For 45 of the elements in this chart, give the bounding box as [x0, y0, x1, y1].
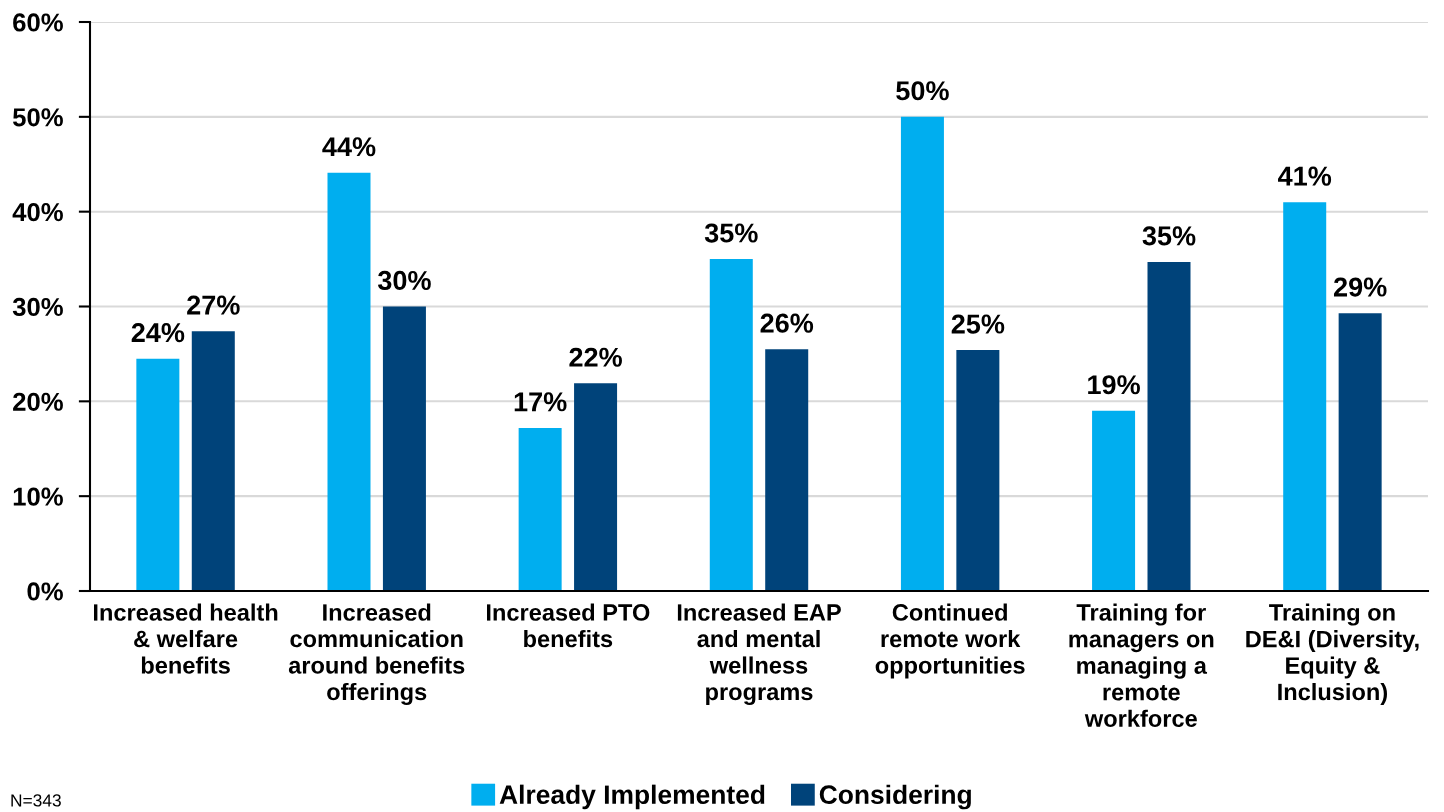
bar: [956, 350, 1000, 591]
x-tick-label: Increased PTO benefits: [486, 603, 650, 648]
legend-label: Already Implemented: [499, 784, 765, 810]
text: N=343: [11, 794, 61, 807]
data-label: 29%: [1333, 277, 1387, 297]
bar: [709, 259, 753, 591]
y-tick-label: 0%: [27, 582, 63, 601]
y-tick-label: 50%: [12, 108, 63, 127]
bar: [900, 116, 944, 591]
data-label: 50%: [896, 81, 949, 101]
bar: [765, 349, 809, 591]
y-tick-label: 30%: [12, 297, 63, 317]
x-tick-label: Increased communication around benefits offerings: [288, 603, 465, 705]
data-label: 26%: [760, 313, 814, 333]
x-tick-label: Increased health & welfare benefits: [93, 603, 278, 674]
x-tick-label: Training on DE&I (Diversity, Equity & Inclusion): [1246, 603, 1419, 705]
bar: [382, 306, 426, 591]
data-label: 27%: [187, 295, 240, 315]
data-label: 35%: [704, 223, 758, 243]
y-tick-label: 40%: [12, 203, 63, 222]
bar: [574, 383, 618, 591]
bar: [136, 358, 180, 591]
data-label: 19%: [1088, 375, 1140, 395]
data-label: 41%: [1278, 166, 1332, 186]
data-label: 35%: [1142, 226, 1196, 246]
data-label: 30%: [377, 270, 431, 291]
bar: [1147, 261, 1191, 591]
x-tick-label: Continued remote work opportunities: [875, 603, 1025, 679]
bar: [327, 172, 371, 591]
data-label: 17%: [514, 392, 567, 412]
x-tick-label: Increased EAP and mental wellness programs: [677, 603, 841, 705]
data-label: 22%: [569, 347, 622, 367]
bar: [191, 331, 235, 591]
bar: [518, 427, 562, 591]
data-label: 24%: [131, 323, 185, 343]
data-label: 25%: [951, 314, 1005, 334]
y-tick-label: 10%: [13, 487, 63, 506]
y-tick-label: 60%: [13, 13, 63, 32]
legend-label: Considering: [819, 784, 971, 810]
y-tick-label: 20%: [13, 392, 63, 411]
bar: [1092, 410, 1136, 591]
bar: [1338, 313, 1382, 591]
x-tick-label: Training for managers on managing a remote workforce: [1069, 603, 1214, 727]
data-label: 44%: [322, 137, 376, 157]
bar: [1283, 202, 1327, 591]
